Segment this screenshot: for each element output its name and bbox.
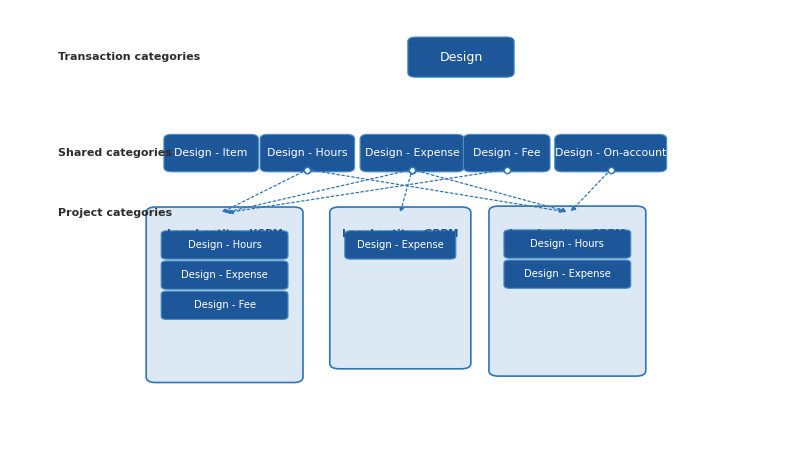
FancyBboxPatch shape xyxy=(504,230,630,258)
Text: Design - On-account: Design - On-account xyxy=(555,148,667,158)
Text: Legal entity - USPM: Legal entity - USPM xyxy=(166,229,283,239)
FancyBboxPatch shape xyxy=(344,231,455,259)
Text: Legal entity - GBPM: Legal entity - GBPM xyxy=(509,228,626,239)
Text: Design - Hours: Design - Hours xyxy=(530,239,604,249)
FancyBboxPatch shape xyxy=(489,206,645,376)
FancyBboxPatch shape xyxy=(260,134,355,172)
Text: Design - Fee: Design - Fee xyxy=(473,148,541,158)
FancyBboxPatch shape xyxy=(161,231,288,259)
FancyBboxPatch shape xyxy=(408,37,514,77)
FancyBboxPatch shape xyxy=(329,207,470,369)
Text: Design - Fee: Design - Fee xyxy=(194,300,255,310)
FancyBboxPatch shape xyxy=(360,134,464,172)
FancyBboxPatch shape xyxy=(164,134,258,172)
Text: Design - Expense: Design - Expense xyxy=(524,269,611,279)
Text: Transaction categories: Transaction categories xyxy=(58,52,200,62)
FancyBboxPatch shape xyxy=(504,260,630,288)
Text: Project categories: Project categories xyxy=(58,207,172,218)
FancyBboxPatch shape xyxy=(555,134,667,172)
Text: Design - Item: Design - Item xyxy=(174,148,248,158)
Text: Design - Expense: Design - Expense xyxy=(357,240,444,250)
Text: Design - Hours: Design - Hours xyxy=(267,148,348,158)
FancyBboxPatch shape xyxy=(463,134,550,172)
Text: Design - Hours: Design - Hours xyxy=(188,240,262,250)
Text: Design - Expense: Design - Expense xyxy=(181,270,268,280)
Text: Shared categories: Shared categories xyxy=(58,148,172,158)
Text: Design - Expense: Design - Expense xyxy=(365,148,459,158)
Text: Legal entity - GBPM: Legal entity - GBPM xyxy=(342,229,459,239)
FancyBboxPatch shape xyxy=(146,207,303,383)
FancyBboxPatch shape xyxy=(161,261,288,289)
Text: Design: Design xyxy=(440,51,482,64)
FancyBboxPatch shape xyxy=(161,291,288,319)
